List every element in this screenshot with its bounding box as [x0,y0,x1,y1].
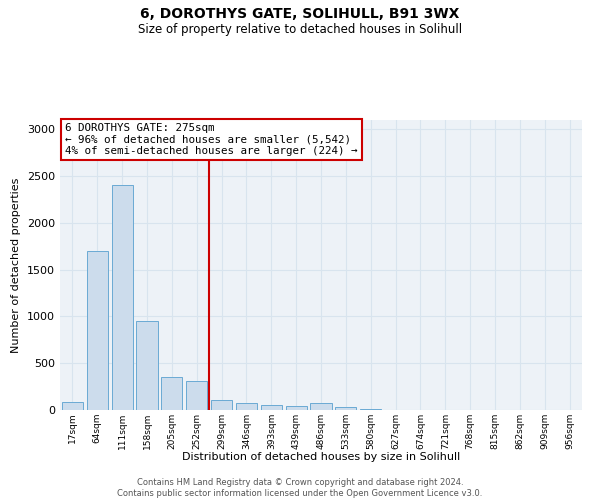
Bar [360,409,381,410]
Bar [186,381,207,410]
Text: Size of property relative to detached houses in Solihull: Size of property relative to detached ho… [138,22,462,36]
Bar [62,402,83,410]
Bar [161,378,182,410]
Text: 6 DOROTHYS GATE: 275sqm
← 96% of detached houses are smaller (5,542)
4% of semi-: 6 DOROTHYS GATE: 275sqm ← 96% of detache… [65,123,358,156]
Bar [136,321,158,410]
Bar [335,406,356,410]
Bar [211,400,232,410]
Bar [87,251,108,410]
Bar [236,402,257,410]
Bar [112,186,133,410]
Y-axis label: Number of detached properties: Number of detached properties [11,178,22,352]
Bar [261,405,282,410]
Bar [310,403,332,410]
Text: Contains HM Land Registry data © Crown copyright and database right 2024.
Contai: Contains HM Land Registry data © Crown c… [118,478,482,498]
Text: 6, DOROTHYS GATE, SOLIHULL, B91 3WX: 6, DOROTHYS GATE, SOLIHULL, B91 3WX [140,8,460,22]
Text: Distribution of detached houses by size in Solihull: Distribution of detached houses by size … [182,452,460,462]
Bar [286,406,307,410]
